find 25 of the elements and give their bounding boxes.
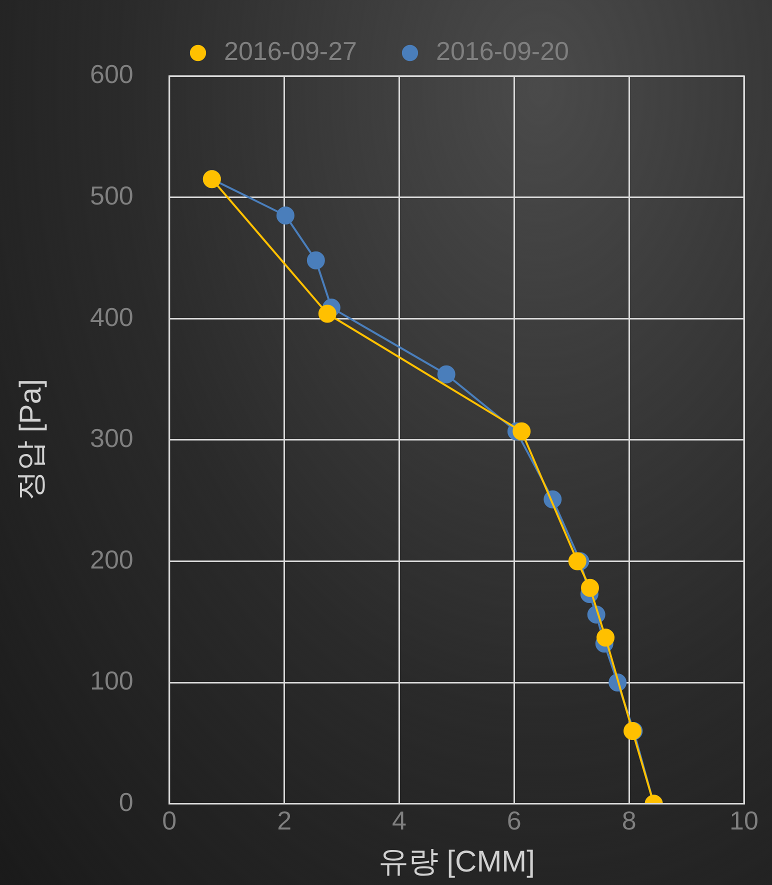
y-tick-label: 0 — [118, 786, 134, 817]
y-tick-label: 200 — [90, 544, 134, 574]
x-tick-label: 10 — [730, 806, 758, 836]
legend-label: 2016-09-27 — [224, 36, 358, 66]
x-tick-label: 4 — [392, 806, 406, 836]
point — [306, 251, 325, 270]
point — [596, 628, 615, 647]
y-tick-label: 300 — [90, 423, 134, 454]
x-axis-title: 유량 [CMM] — [378, 845, 536, 878]
point — [437, 365, 456, 384]
y-tick-label: 500 — [90, 180, 134, 210]
x-tick-label: 0 — [162, 806, 177, 836]
legend-label: 2016-09-20 — [436, 36, 569, 66]
y-tick-label: 100 — [90, 666, 134, 696]
y-tick-label: 600 — [90, 59, 134, 90]
x-tick-label: 2 — [277, 806, 292, 836]
y-tick-label: 400 — [90, 302, 134, 332]
point — [276, 206, 294, 224]
point — [581, 578, 599, 597]
x-tick-label: 6 — [506, 806, 522, 836]
point — [318, 304, 336, 323]
y-axis-title: 정압 [Pa] — [14, 379, 48, 501]
point — [568, 552, 586, 570]
point — [512, 422, 531, 440]
x-tick-label: 8 — [622, 806, 636, 836]
